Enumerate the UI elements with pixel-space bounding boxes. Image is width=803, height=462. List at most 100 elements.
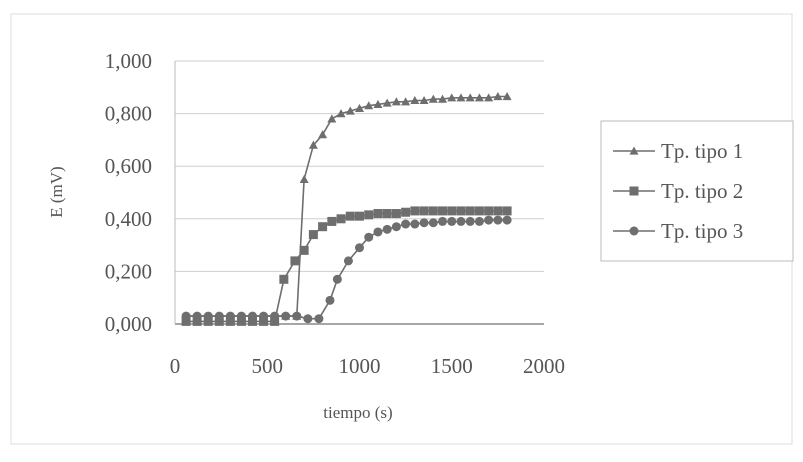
x-tick-label: 1500 xyxy=(431,354,473,378)
x-tick-label: 1000 xyxy=(339,354,381,378)
legend-label: Tp. tipo 1 xyxy=(661,139,743,163)
data-point-square xyxy=(259,316,269,326)
series-line xyxy=(186,219,508,320)
data-point-square xyxy=(493,206,503,216)
data-point-circle xyxy=(364,232,374,242)
data-point-square xyxy=(236,316,246,326)
data-point-square xyxy=(318,222,328,232)
y-tick-label: 0,200 xyxy=(105,259,152,283)
data-point-triangle xyxy=(355,103,364,112)
data-point-square xyxy=(225,316,235,326)
data-point-circle xyxy=(465,216,475,226)
data-point-square xyxy=(181,316,191,326)
data-point-triangle xyxy=(447,93,457,102)
data-point-triangle xyxy=(419,95,429,105)
data-point-circle xyxy=(419,218,429,228)
data-point-triangle xyxy=(373,99,383,108)
data-point-square xyxy=(629,186,639,196)
data-point-square xyxy=(290,256,300,266)
data-point-circle xyxy=(181,311,191,321)
series-line xyxy=(186,210,508,323)
legend-item: Tp. tipo 3 xyxy=(613,219,743,243)
data-point-square xyxy=(456,206,466,216)
x-axis-label: tiempo (s) xyxy=(323,403,392,422)
legend: Tp. tipo 1 Tp. tipo 2 Tp. tipo 3 xyxy=(600,120,794,262)
data-point-circle xyxy=(355,243,364,253)
data-point-triangle xyxy=(308,140,318,149)
x-tick-labels: 0 500 1000 1500 2000 xyxy=(170,354,565,378)
data-point-triangle xyxy=(391,97,401,106)
data-point-circle xyxy=(247,311,257,321)
data-point-square xyxy=(355,211,364,221)
data-point-triangle xyxy=(493,92,503,101)
data-point-circle xyxy=(292,311,302,321)
data-point-circle xyxy=(332,274,342,284)
data-point-triangle xyxy=(474,93,484,102)
data-point-square xyxy=(438,206,448,216)
y-tick-label: 0,000 xyxy=(105,312,152,336)
data-point-square xyxy=(465,206,475,216)
data-point-triangle xyxy=(364,101,374,110)
data-point-triangle xyxy=(318,130,328,139)
data-point-circle xyxy=(236,311,246,321)
data-point-square xyxy=(308,230,318,240)
data-point-square xyxy=(502,206,512,216)
legend-label: Tp. tipo 3 xyxy=(661,219,743,243)
data-point-square xyxy=(364,210,374,220)
data-point-triangle xyxy=(345,106,355,115)
data-point-circle xyxy=(192,311,202,321)
data-point-triangle xyxy=(428,94,438,103)
data-point-square xyxy=(279,274,289,284)
data-point-square xyxy=(419,206,429,216)
data-point-triangle xyxy=(410,95,420,105)
data-point-square xyxy=(373,209,383,219)
data-point-triangle xyxy=(629,146,639,155)
legend-item: Tp. tipo 1 xyxy=(613,139,743,163)
data-point-circle xyxy=(502,215,512,225)
y-tick-label: 0,800 xyxy=(105,102,152,126)
data-point-square xyxy=(247,316,257,326)
data-point-triangle xyxy=(336,109,346,118)
data-point-circle xyxy=(303,314,313,324)
data-point-circle xyxy=(373,227,383,237)
data-point-triangle xyxy=(401,97,411,106)
data-point-circle xyxy=(270,311,280,321)
data-point-triangle xyxy=(438,94,448,103)
data-point-circle xyxy=(428,218,438,228)
gridlines xyxy=(175,60,544,272)
data-point-circle xyxy=(438,216,448,226)
data-point-square xyxy=(447,206,457,216)
data-point-circle xyxy=(314,314,324,324)
data-point-square xyxy=(345,211,355,221)
data-point-circle xyxy=(401,219,411,229)
data-point-square xyxy=(299,245,309,255)
legend-label: Tp. tipo 2 xyxy=(661,179,743,203)
y-tick-labels: 0,000 0,200 0,400 0,600 0,800 1,000 xyxy=(105,49,152,336)
data-point-circle xyxy=(447,216,457,226)
legend-item: Tp. tipo 2 xyxy=(613,179,743,203)
y-tick-label: 1,000 xyxy=(105,49,152,73)
data-point-circle xyxy=(391,222,401,232)
data-point-square xyxy=(428,206,438,216)
data-point-circle xyxy=(629,226,639,236)
data-point-circle xyxy=(203,311,213,321)
y-tick-label: 0,600 xyxy=(105,154,152,178)
data-point-square xyxy=(192,316,202,326)
data-point-square xyxy=(382,209,392,219)
series-line xyxy=(186,95,508,317)
data-point-square xyxy=(474,206,484,216)
data-point-triangle xyxy=(299,174,309,183)
data-point-circle xyxy=(214,311,224,321)
data-point-circle xyxy=(343,256,353,266)
data-point-circle xyxy=(259,311,269,321)
data-point-circle xyxy=(474,216,484,226)
data-point-circle xyxy=(382,224,392,234)
data-point-circle xyxy=(484,215,494,225)
data-point-triangle xyxy=(465,93,475,102)
y-axis-label: E (mV) xyxy=(47,166,66,217)
data-point-square xyxy=(270,316,280,326)
series-2 xyxy=(181,206,512,326)
data-point-square xyxy=(484,206,494,216)
